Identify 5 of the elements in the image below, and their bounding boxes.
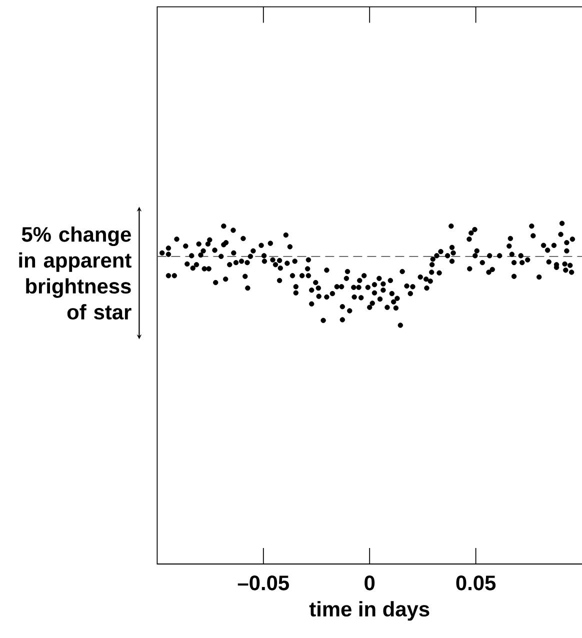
- x-tick-label: 0.05: [456, 576, 496, 590]
- x-tick-label: 0: [364, 576, 375, 590]
- x-tick-label: –0.05: [238, 576, 289, 590]
- x-axis-title: time in days: [309, 601, 430, 621]
- text: 5% change in apparent brightness of star: [19, 226, 132, 320]
